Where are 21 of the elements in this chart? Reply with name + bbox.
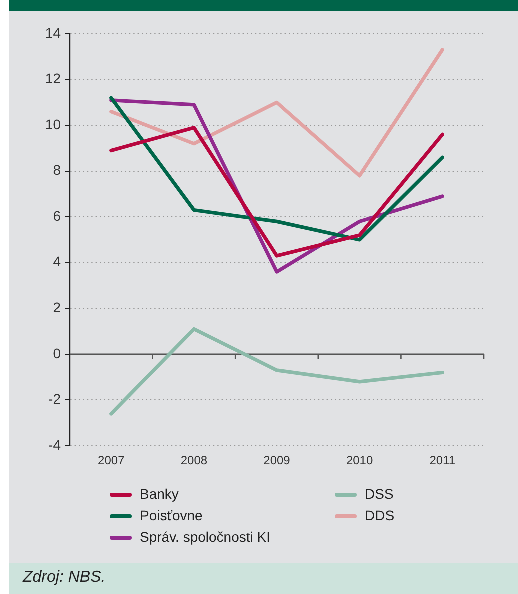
y-tick-label: 12 xyxy=(45,70,62,87)
legend-label: DSS xyxy=(365,486,394,502)
x-tick-label: 2008 xyxy=(180,454,208,468)
y-tick-label: 14 xyxy=(45,24,62,41)
y-tick-label: 2 xyxy=(53,300,62,316)
y-tick-label: -4 xyxy=(48,436,62,453)
y-tick-label: 6 xyxy=(53,208,62,224)
legend-label: Banky xyxy=(140,486,179,502)
y-tick-label: -2 xyxy=(48,391,62,408)
y-tick-label: 4 xyxy=(53,254,62,270)
text: Zdroj: NBS. xyxy=(23,568,106,588)
x-tick-label: 2011 xyxy=(430,454,456,468)
x-tick-label: 2009 xyxy=(264,454,291,468)
legend-label: Správ. spoločnosti KI xyxy=(140,528,270,545)
x-tick-label: 2007 xyxy=(98,454,126,468)
y-tick-label: 10 xyxy=(45,116,62,132)
x-tick-label: 2010 xyxy=(346,454,374,468)
legend-label: DDS xyxy=(365,507,395,524)
legend-label: Poisťovne xyxy=(140,507,204,524)
y-tick-label: 0 xyxy=(53,345,62,362)
y-tick-label: 8 xyxy=(53,162,62,178)
